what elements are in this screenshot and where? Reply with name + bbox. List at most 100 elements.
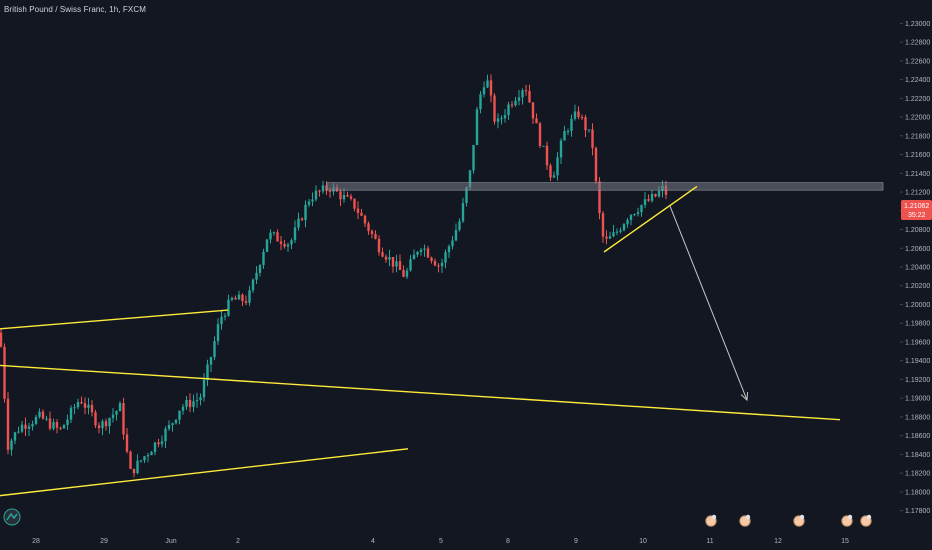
candle-body — [48, 418, 52, 429]
candle-body — [493, 95, 496, 122]
candle-body — [230, 297, 234, 300]
candle-body — [248, 290, 251, 303]
candle-body — [202, 379, 206, 398]
candle-body — [423, 248, 426, 250]
candle-body — [405, 270, 409, 277]
candle-body — [227, 299, 230, 316]
candle-body — [353, 198, 356, 209]
candle-body — [55, 422, 59, 428]
candle-body — [62, 424, 66, 429]
candle-body — [269, 232, 272, 240]
price-tag-countdown: 35:22 — [908, 212, 926, 219]
candle-body — [521, 90, 524, 98]
candle-body — [199, 397, 202, 401]
candle-body — [153, 442, 157, 453]
candle-body — [367, 223, 370, 232]
candle-body — [398, 261, 402, 270]
price-tag-bg — [901, 199, 932, 220]
candle-body — [342, 194, 346, 200]
candle-body — [293, 227, 297, 241]
candle-body — [108, 418, 111, 427]
candle-body — [503, 115, 507, 119]
candle-body — [472, 144, 475, 171]
candle-body — [468, 170, 472, 188]
event-avatar-icon — [860, 514, 872, 527]
candle-body — [594, 148, 598, 182]
candle-body — [482, 87, 486, 95]
candle-body — [300, 218, 304, 221]
candle-body — [640, 205, 643, 213]
candle-body — [34, 416, 38, 424]
candle-body — [412, 254, 416, 260]
trendline — [0, 448, 409, 497]
candle-body — [118, 403, 122, 412]
candle-body — [174, 419, 178, 424]
candle-body — [416, 251, 419, 255]
candle-body — [290, 240, 293, 245]
candle-body — [496, 118, 500, 122]
price-axis: 1.23000 1.22800 1.22600 1.22400 1.22200 1.220… — [900, 21, 930, 515]
trendline — [0, 309, 229, 330]
candle-body — [146, 455, 150, 457]
candle-body — [388, 257, 391, 260]
candle-body — [314, 190, 318, 200]
event-avatar-icon — [841, 514, 853, 527]
candle-body — [510, 104, 514, 106]
candle-body — [276, 232, 279, 242]
time-tick-label: 2 — [236, 538, 240, 545]
candle-body — [279, 241, 283, 244]
candle-body — [591, 129, 594, 149]
candle-body — [167, 425, 171, 429]
candle-body — [0, 332, 3, 347]
candle-body — [192, 401, 195, 408]
candle-body — [619, 230, 622, 232]
candle-body — [545, 145, 549, 166]
candle-body — [318, 190, 321, 192]
candles-layer — [0, 74, 668, 478]
price-tick-label: 1.20400 — [905, 265, 930, 272]
price-tick-label: 1.18000 — [905, 489, 930, 496]
price-tag-value: 1.21062 — [904, 203, 929, 210]
candle-body — [195, 400, 199, 402]
trendline — [0, 364, 841, 421]
candle-body — [132, 468, 136, 474]
time-tick-label: 10 — [639, 538, 647, 545]
price-tick-label: 1.18200 — [905, 471, 930, 478]
candle-body — [66, 419, 69, 425]
candle-body — [524, 90, 528, 92]
candle-body — [391, 257, 395, 267]
price-tick-label: 1.19200 — [905, 377, 930, 384]
candle-body — [465, 187, 468, 203]
candle-body — [76, 402, 80, 408]
candle-body — [234, 297, 237, 300]
candle-body — [566, 130, 570, 132]
candle-body — [454, 229, 458, 241]
candle-body — [297, 218, 300, 228]
resistance-zone — [326, 182, 884, 191]
candle-body — [535, 118, 538, 124]
candle-body — [409, 259, 412, 271]
candle-body — [115, 411, 118, 415]
candle-body — [577, 111, 580, 118]
arrow-head — [740, 392, 749, 402]
candle-body — [559, 140, 563, 158]
icons-layer — [3, 508, 872, 527]
candle-body — [461, 202, 465, 222]
drawings-layer — [0, 182, 884, 497]
candle-body — [657, 191, 661, 197]
candle-body — [178, 410, 181, 420]
time-tick-label: 5 — [439, 538, 443, 545]
candle-body — [426, 248, 430, 258]
candle-body — [265, 239, 269, 252]
candle-body — [636, 212, 640, 215]
candle-body — [384, 256, 388, 260]
candle-body — [552, 175, 556, 178]
candle-body — [654, 193, 657, 197]
candle-body — [587, 129, 591, 131]
time-tick-label: 8 — [506, 538, 510, 545]
candle-body — [20, 424, 24, 432]
candle-body — [447, 246, 451, 253]
candle-body — [339, 191, 342, 200]
candle-body — [325, 185, 328, 191]
